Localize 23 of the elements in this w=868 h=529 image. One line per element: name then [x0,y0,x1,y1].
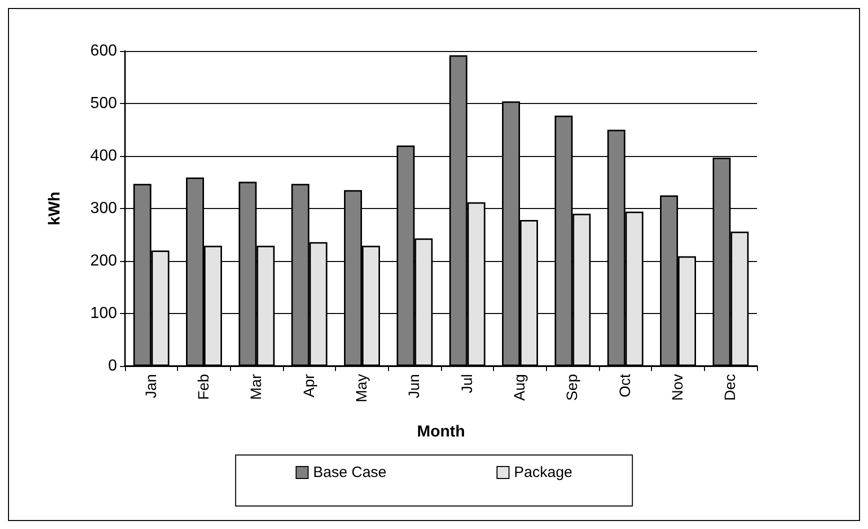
y-tick-label: 400 [90,148,118,164]
legend-label: Base Case [313,464,386,481]
x-tick-label: Jun [406,374,424,398]
x-tick-label: Nov [670,374,686,401]
y-tick-label: 300 [90,200,118,217]
x-tick-label: Sep [564,374,582,401]
y-tick-label: 100 [90,305,118,322]
x-tick-label: Apr [300,374,318,398]
x-tick-label: Aug [512,374,528,401]
x-tick-label: Oct [616,373,634,398]
x-tick-label: Dec [722,374,740,401]
y-tick-label: 200 [90,252,118,270]
x-tick-label: May [354,374,370,402]
y-tick-label: 500 [90,95,118,112]
x-tick-label: Jul [458,374,476,394]
x-tick-label: Jan [142,374,160,398]
x-axis-title: Month [417,424,465,440]
legend-label: Package [514,464,572,481]
y-tick-label: 600 [90,42,118,60]
y-tick-label: 0 [108,358,118,374]
x-tick-label: Feb [196,374,212,400]
x-tick-label: Mar [248,374,266,400]
y-axis-title: kWh [46,192,64,226]
